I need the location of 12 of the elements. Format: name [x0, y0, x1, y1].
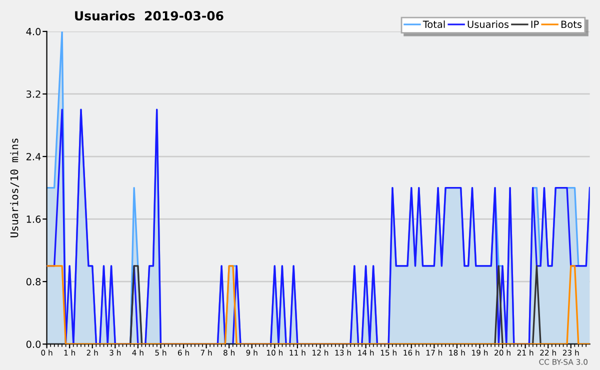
y-tick-label: 2.4: [26, 152, 41, 160]
legend-label: Bots: [561, 20, 582, 28]
y-tick-label: 3.2: [26, 90, 40, 98]
y-tick-label: 4.0: [26, 28, 41, 36]
legend-label: IP: [531, 20, 539, 28]
chart-title: Usuarios 2019-03-06: [75, 10, 224, 21]
y-tick-label: 0.8: [26, 278, 41, 286]
legend-label: Total: [422, 20, 445, 28]
y-axis-title: Usuarios/10 mins: [10, 138, 20, 238]
legend-label: Usuarios: [468, 20, 509, 28]
y-tick-label: 0.0: [26, 340, 41, 348]
y-tick-label: 1.6: [26, 216, 41, 223]
